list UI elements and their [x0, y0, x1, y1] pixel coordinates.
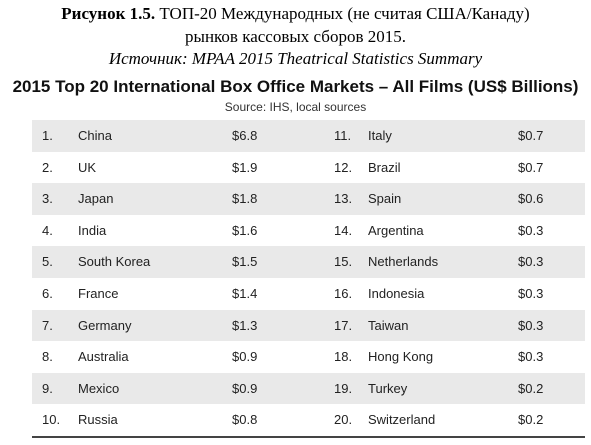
- table: 1. China $6.8 11. Italy $0.7 2. UK $1.9 12. Brazil…: [32, 120, 585, 438]
- market: Switzerland: [368, 412, 436, 428]
- market: Russia: [78, 412, 118, 428]
- rank: 14.: [334, 222, 353, 238]
- market: Argentina: [368, 222, 424, 238]
- market: Netherlands: [368, 254, 439, 270]
- table-row: 2. UK $1.9 12. Brazil $0.7: [32, 152, 585, 184]
- market: Brazil: [368, 159, 401, 175]
- table-row: 1. China $6.8 11. Italy $0.7: [32, 120, 585, 152]
- caption-text: ТОП-20 Международных (не считая США/Кана…: [159, 4, 530, 23]
- table-row: 8. Australia $0.9 18. Hong Kong $0.3: [32, 341, 585, 373]
- box-office: $1.6: [232, 222, 258, 238]
- rank: 13.: [334, 191, 353, 207]
- market: Spain: [368, 191, 402, 207]
- box-office: $1.3: [232, 317, 258, 333]
- box-office: $0.3: [518, 317, 544, 333]
- rank: 10.: [42, 412, 61, 428]
- rank: 4.: [42, 222, 53, 238]
- market: South Korea: [78, 254, 151, 270]
- market: Indonesia: [368, 285, 425, 301]
- market: UK: [78, 159, 97, 175]
- table-row: 9. Mexico $0.9 19. Turkey $0.2: [32, 372, 585, 405]
- market: Hong Kong: [368, 349, 434, 365]
- box-office: $0.8: [232, 412, 258, 428]
- box-office: $0.3: [518, 285, 544, 301]
- market: Turkey: [368, 380, 408, 396]
- rank: 12.: [334, 159, 353, 175]
- market: Italy: [368, 128, 392, 143]
- box-office: $1.5: [232, 254, 258, 270]
- table-row: 4. India $1.6 14. Argentina $0.3: [32, 215, 585, 247]
- table-source: Source: IHS, local sources: [224, 100, 367, 114]
- box-office: $0.2: [518, 380, 544, 396]
- rank: 1.: [42, 128, 53, 143]
- table-row: 7. Germany $1.3 17. Taiwan $0.3: [32, 309, 585, 342]
- box-office: $0.6: [518, 191, 544, 207]
- caption-source: Источник: MPAA 2015 Theatrical Statistic…: [108, 49, 483, 68]
- market: Japan: [78, 191, 114, 207]
- rank: 18.: [334, 349, 353, 365]
- box-office: $0.9: [232, 349, 258, 365]
- caption-label: Рисунок 1.5.: [61, 4, 156, 23]
- rank: 6.: [42, 285, 53, 301]
- box-office: $0.3: [518, 222, 544, 238]
- rank: 9.: [42, 380, 53, 396]
- box-office: $1.4: [232, 285, 258, 301]
- box-office: $1.8: [232, 191, 258, 207]
- table-row: 5. South Korea $1.5 15. Netherlands $0.3: [32, 246, 585, 278]
- market: Australia: [78, 349, 129, 365]
- box-office: $0.2: [518, 412, 544, 428]
- table-row: 10. Russia $0.8 20. Switzerland $0.2: [32, 404, 585, 436]
- table-row: 6. France $1.4 16. Indonesia $0.3: [32, 278, 585, 310]
- rank: 3.: [42, 191, 53, 207]
- market: Taiwan: [368, 317, 409, 333]
- rank: 11.: [334, 128, 352, 143]
- table-title: 2015 Top 20 International Box Office Mar…: [12, 77, 579, 96]
- caption-line: Рисунок 1.5. ТОП-20 Международных (не сч…: [0, 4, 591, 24]
- market: France: [78, 285, 119, 301]
- box-office: $1.9: [232, 159, 258, 175]
- box-office: $0.7: [518, 128, 544, 143]
- box-office: $0.3: [518, 349, 544, 365]
- rank: 8.: [42, 349, 53, 365]
- rank: 19.: [334, 380, 353, 396]
- market: Mexico: [78, 380, 120, 396]
- caption-text: рынков кассовых сборов 2015.: [185, 27, 406, 46]
- market: India: [78, 222, 107, 238]
- rank: 16.: [334, 285, 353, 301]
- box-office: $0.7: [518, 159, 544, 175]
- rank: 15.: [334, 254, 353, 270]
- box-office: $0.3: [518, 254, 544, 270]
- table-row: 3. Japan $1.8 13. Spain $0.6: [32, 183, 585, 215]
- rank: 20.: [334, 412, 353, 428]
- box-office: $6.8: [232, 128, 258, 143]
- market: China: [78, 128, 112, 143]
- rank: 17.: [334, 317, 353, 333]
- rank: 7.: [42, 317, 53, 333]
- rank: 2.: [42, 159, 53, 175]
- box-office: $0.9: [232, 380, 258, 396]
- market: Germany: [78, 317, 132, 333]
- rank: 5.: [42, 254, 53, 270]
